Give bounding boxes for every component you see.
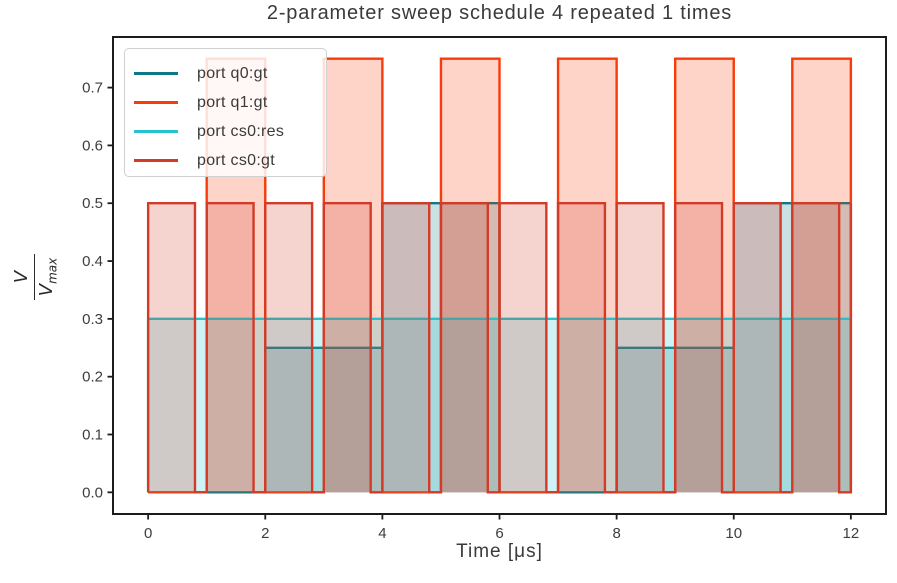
x-tick-label: 4 [378, 525, 386, 542]
ylabel-denominator: Vmax [35, 257, 60, 297]
legend-label: port cs0:gt [197, 151, 276, 169]
legend-item-port-cs0-res: port cs0:res [134, 117, 326, 146]
y-tick-label: 0.7 [82, 80, 103, 97]
y-tick-label: 0.5 [82, 195, 103, 212]
x-tick-label: 10 [725, 525, 742, 542]
y-axis-label: V Vmax [1, 244, 73, 310]
y-tick-label: 0.2 [82, 369, 103, 386]
x-axis-label: Time [μs] [456, 541, 543, 562]
legend-item-port-q0-gt: port q0:gt [134, 59, 326, 88]
y-tick-label: 0.3 [82, 311, 103, 328]
y-tick-label: 0.4 [82, 253, 103, 270]
x-tick-label: 12 [843, 525, 860, 542]
legend-line-swatch [134, 130, 178, 133]
x-tick-label: 6 [495, 525, 503, 542]
series-line-port-cs0-gt [146, 202, 853, 494]
y-tick-label: 0.0 [82, 484, 103, 501]
legend-item-port-cs0-gt: port cs0:gt [134, 146, 326, 175]
legend-label: port q1:gt [197, 93, 268, 111]
legend-label: port q0:gt [197, 64, 268, 82]
x-tick-label: 8 [612, 525, 620, 542]
legend-line-swatch [134, 101, 178, 104]
legend-line-swatch [134, 72, 178, 75]
legend-label: port cs0:res [197, 122, 285, 140]
ylabel-numerator: V [10, 270, 32, 284]
legend: port q0:gt port q1:gt port cs0:res port cs0… [124, 48, 327, 177]
chart-title: 2-parameter sweep schedule 4 repeated 1 … [266, 2, 733, 24]
y-tick-label: 0.1 [82, 427, 103, 444]
y-tick-label: 0.6 [82, 137, 103, 154]
x-tick-label: 2 [261, 525, 269, 542]
ylabel-fraction-bar [33, 254, 35, 300]
legend-item-port-q1-gt: port q1:gt [134, 88, 326, 117]
legend-line-swatch [134, 159, 178, 162]
x-tick-label: 0 [144, 525, 152, 542]
